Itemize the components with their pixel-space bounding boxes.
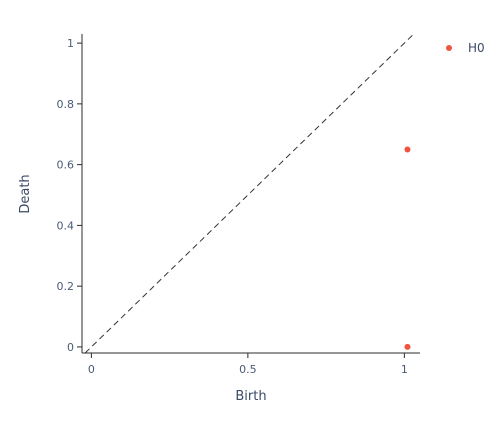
x-axis-title: Birth — [235, 389, 266, 404]
legend-marker — [446, 45, 452, 51]
y-tick-label: 0.2 — [57, 280, 75, 293]
y-tick-label: 1 — [67, 37, 74, 50]
data-point — [404, 343, 411, 350]
y-tick-label: 0.4 — [57, 219, 75, 232]
y-tick-label: 0.6 — [57, 159, 75, 172]
data-point — [404, 146, 411, 153]
y-tick-label: 0.8 — [57, 98, 75, 111]
diagonal-line — [84, 33, 415, 354]
x-tick-label: 0 — [88, 363, 95, 376]
x-tick-label: 0.5 — [239, 363, 257, 376]
y-axis-title: Death — [18, 174, 33, 213]
y-tick-label: 0 — [67, 341, 74, 354]
x-tick-label: 1 — [401, 363, 408, 376]
legend-label: H0 — [468, 41, 485, 55]
